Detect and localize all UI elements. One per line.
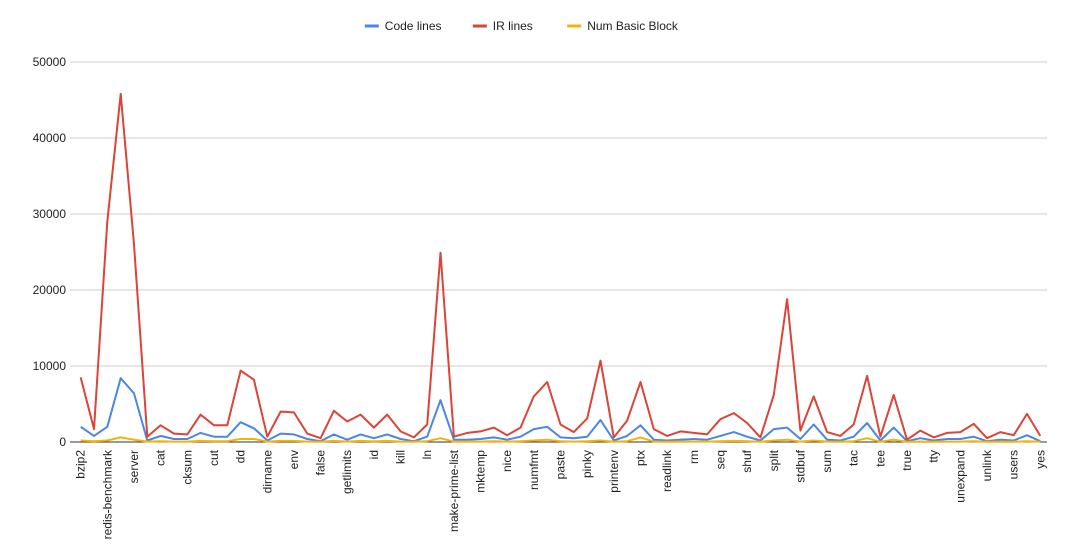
x-tick-label: tac — [847, 450, 861, 466]
legend-label: IR lines — [493, 19, 533, 33]
x-tick-label: readlink — [660, 449, 674, 492]
y-tick-label: 0 — [59, 435, 66, 449]
x-tick-label: tee — [873, 450, 887, 467]
x-tick-label: nice — [500, 450, 514, 472]
x-tick-label: split — [767, 449, 781, 471]
x-tick-label: ln — [420, 450, 434, 459]
x-tick-label: id — [367, 450, 381, 459]
y-tick-label: 10000 — [33, 359, 67, 373]
x-tick-label: rm — [687, 450, 701, 464]
x-tick-label: unlink — [980, 449, 994, 481]
x-tick-label: pinky — [580, 450, 594, 478]
x-tick-label: bzip2 — [74, 450, 88, 479]
x-tick-label: stdbuf — [793, 449, 807, 482]
x-tick-label: unexpand — [953, 450, 967, 503]
x-tick-label: paste — [554, 450, 568, 480]
x-tick-label: true — [900, 450, 914, 471]
y-tick-label: 30000 — [33, 207, 67, 221]
x-tick-label: server — [127, 450, 141, 483]
x-tick-label: env — [287, 450, 301, 469]
x-tick-label: cut — [207, 449, 221, 466]
y-tick-label: 20000 — [33, 283, 67, 297]
x-tick-label: numfmt — [527, 449, 541, 490]
x-tick-label: shuf — [740, 449, 754, 472]
x-tick-label: false — [314, 450, 328, 476]
x-tick-label: dirname — [260, 450, 274, 494]
series-line — [79, 92, 1042, 441]
series-line — [80, 377, 1041, 443]
x-tick-label: users — [1007, 450, 1021, 479]
x-tick-label: seq — [713, 450, 727, 469]
x-tick-label: cat — [154, 449, 168, 466]
y-tick-label: 40000 — [33, 131, 67, 145]
x-tick-label: tty — [927, 450, 941, 463]
x-tick-label: make-prime-list — [447, 449, 461, 532]
series-line — [80, 436, 1041, 443]
x-tick-label: kill — [394, 450, 408, 464]
x-tick-label: ptx — [633, 450, 647, 466]
legend-label: Num Basic Block — [587, 19, 679, 33]
x-tick-label: yes — [1033, 450, 1047, 469]
x-tick-label: dd — [234, 450, 248, 463]
x-tick-label: printenv — [607, 450, 621, 493]
x-tick-label: cksum — [180, 450, 194, 485]
y-tick-label: 50000 — [33, 55, 67, 69]
x-tick-label: mktemp — [474, 450, 488, 493]
x-tick-label: getlimits — [340, 450, 354, 494]
x-tick-label: redis-benchmark — [100, 449, 114, 539]
x-tick-label: sum — [820, 450, 834, 473]
legend-label: Code lines — [385, 19, 442, 33]
